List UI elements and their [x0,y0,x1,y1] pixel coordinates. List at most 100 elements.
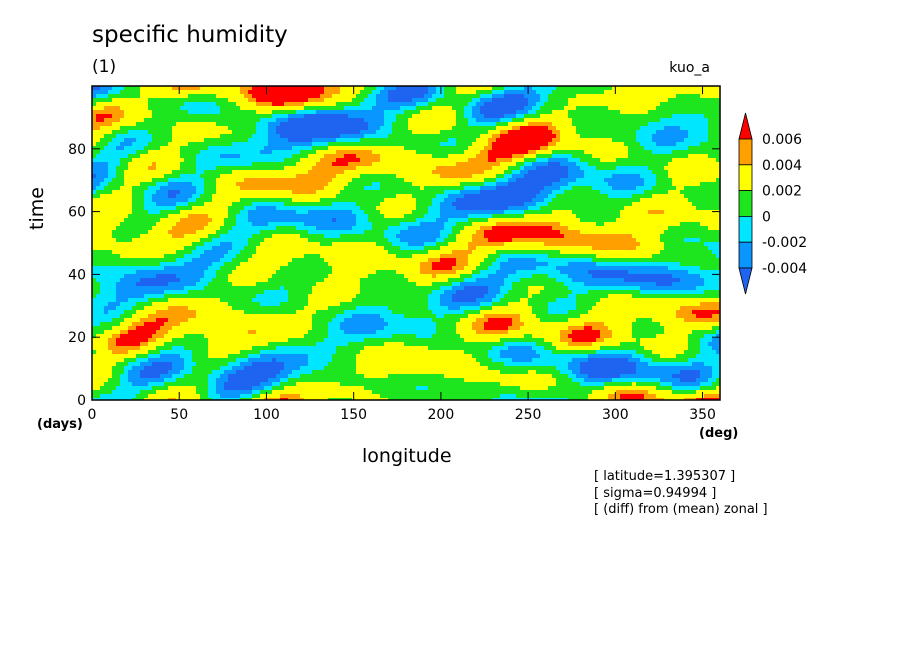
heatmap-cell [252,154,257,159]
heatmap-cell [328,110,333,115]
heatmap-cell [244,186,249,191]
heatmap-cell [672,90,677,95]
heatmap-cell [224,86,229,91]
heatmap-cell [544,190,549,195]
heatmap-cell [108,118,113,123]
heatmap-cell [216,142,221,147]
heatmap-cell [204,138,209,143]
heatmap-cell [516,110,521,115]
heatmap-cell [204,146,209,151]
heatmap-cell [568,178,573,183]
heatmap-cell [492,174,497,179]
heatmap-cell [532,130,537,135]
heatmap-cell [424,118,429,123]
heatmap-cell [128,110,133,115]
heatmap-cell [640,174,645,179]
heatmap-cell [192,94,197,99]
heatmap-cell [692,106,697,111]
heatmap-cell [388,86,393,91]
heatmap-cell [552,186,557,191]
heatmap-cell [336,102,341,107]
heatmap-cell [492,162,497,167]
heatmap-cell [512,106,517,111]
heatmap-cell [172,142,177,147]
heatmap-cell [696,86,701,91]
heatmap-cell [320,194,325,199]
heatmap-cell [604,178,609,183]
heatmap-cell [104,178,109,183]
heatmap-cell [248,206,253,211]
heatmap-cell [324,130,329,135]
heatmap-cell [344,142,349,147]
heatmap-cell [492,110,497,115]
heatmap-cell [284,154,289,159]
heatmap-cell [388,186,393,191]
heatmap-cell [484,118,489,123]
heatmap-cell [236,106,241,111]
heatmap-cell [628,178,633,183]
heatmap-cell [548,150,553,155]
heatmap-cell [344,210,349,215]
heatmap-cell [240,154,245,159]
heatmap-cell [424,126,429,131]
heatmap-cell [384,154,389,159]
heatmap-cell [496,194,501,199]
heatmap-cell [252,202,257,207]
heatmap-cell [476,182,481,187]
heatmap-cell [272,142,277,147]
heatmap-cell [556,106,561,111]
heatmap-cell [712,114,717,119]
heatmap-cell [516,86,521,91]
heatmap-cell [488,182,493,187]
heatmap-cell [316,98,321,103]
heatmap-cell [664,110,669,115]
heatmap-cell [280,170,285,175]
heatmap-cell [396,166,401,171]
heatmap-cell [668,186,673,191]
heatmap-cell [644,126,649,131]
heatmap-cell [540,206,545,211]
heatmap-cell [532,170,537,175]
heatmap-cell [264,202,269,207]
heatmap-cell [232,130,237,135]
heatmap-cell [396,102,401,107]
heatmap-cell [404,130,409,135]
heatmap-cell [228,98,233,103]
heatmap-cell [232,134,237,139]
heatmap-cell [548,130,553,135]
heatmap-cell [568,202,573,207]
heatmap-cell [340,126,345,131]
heatmap-cell [436,158,441,163]
heatmap-cell [484,126,489,131]
heatmap-cell [552,146,557,151]
heatmap-cell [184,182,189,187]
heatmap-cell [292,114,297,119]
heatmap-cell [676,174,681,179]
heatmap-cell [220,206,225,211]
heatmap-cell [232,150,237,155]
heatmap-cell [508,210,513,215]
heatmap-cell [236,98,241,103]
heatmap-cell [492,202,497,207]
heatmap-cell [124,126,129,131]
heatmap-cell [532,118,537,123]
heatmap-cell [128,202,133,207]
heatmap-cell [528,146,533,151]
heatmap-cell [288,142,293,147]
heatmap-cell [316,182,321,187]
heatmap-cell [168,190,173,195]
heatmap-cell [376,174,381,179]
heatmap-cell [152,134,157,139]
heatmap-cell [116,106,121,111]
heatmap-cell [168,130,173,135]
heatmap-cell [664,146,669,151]
heatmap-cell [372,110,377,115]
heatmap-cell [696,134,701,139]
heatmap-cell [600,118,605,123]
heatmap-cell [576,190,581,195]
heatmap-cell [136,162,141,167]
heatmap-cell [528,94,533,99]
heatmap-cell [524,118,529,123]
heatmap-cell [484,166,489,171]
heatmap-cell [284,170,289,175]
